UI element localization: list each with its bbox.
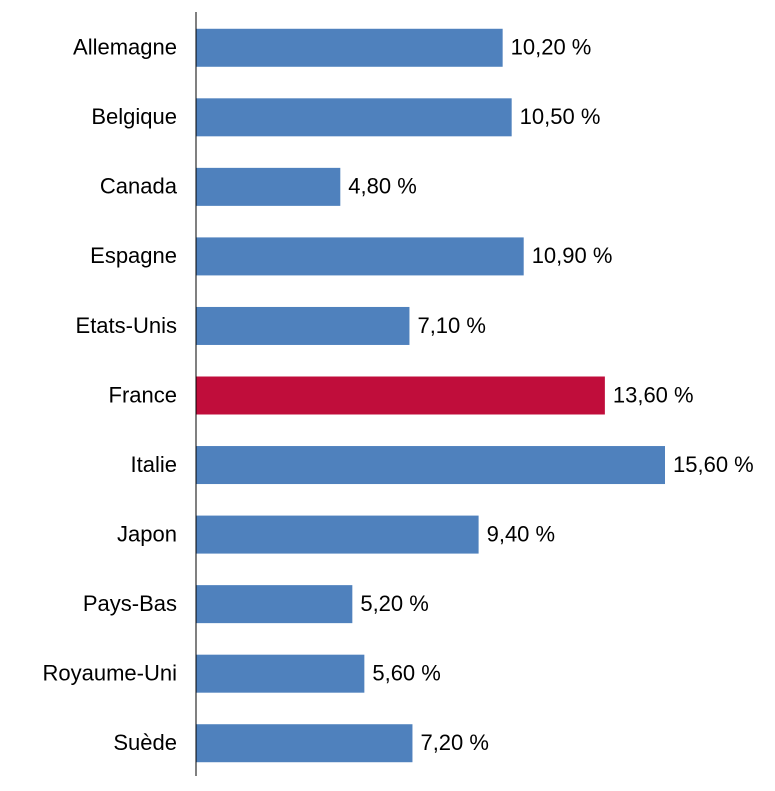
value-label: 7,20 % [420,730,489,755]
y-tick-label: Belgique [91,104,177,129]
value-label: 15,60 % [673,452,754,477]
bar [196,446,665,485]
y-tick-label: Italie [131,452,177,477]
bar [196,237,524,276]
value-label: 5,60 % [372,660,441,685]
value-label: 4,80 % [348,174,417,199]
y-tick-label: Suède [113,730,177,755]
bar [196,724,413,763]
y-tick-label: Canada [100,174,178,199]
value-label: 10,50 % [520,104,601,129]
y-tick-label: Etats-Unis [76,313,177,338]
y-tick-label: Royaume-Uni [43,660,178,685]
bar [196,28,503,67]
bar [196,376,605,415]
bar [196,515,479,554]
value-label: 13,60 % [613,382,694,407]
bar [196,585,353,624]
bar [196,98,512,137]
bar [196,167,341,206]
bar [196,306,410,345]
value-label: 10,90 % [532,243,613,268]
y-tick-label: Allemagne [73,35,177,60]
value-label: 9,40 % [487,521,555,546]
y-tick-label: France [109,382,177,407]
y-tick-label: Espagne [90,243,177,268]
value-label: 7,10 % [417,313,486,338]
y-tick-label: Pays-Bas [83,591,177,616]
bar [196,654,365,693]
value-label: 5,20 % [360,591,429,616]
value-label: 10,20 % [511,35,592,60]
y-tick-label: Japon [117,521,177,546]
